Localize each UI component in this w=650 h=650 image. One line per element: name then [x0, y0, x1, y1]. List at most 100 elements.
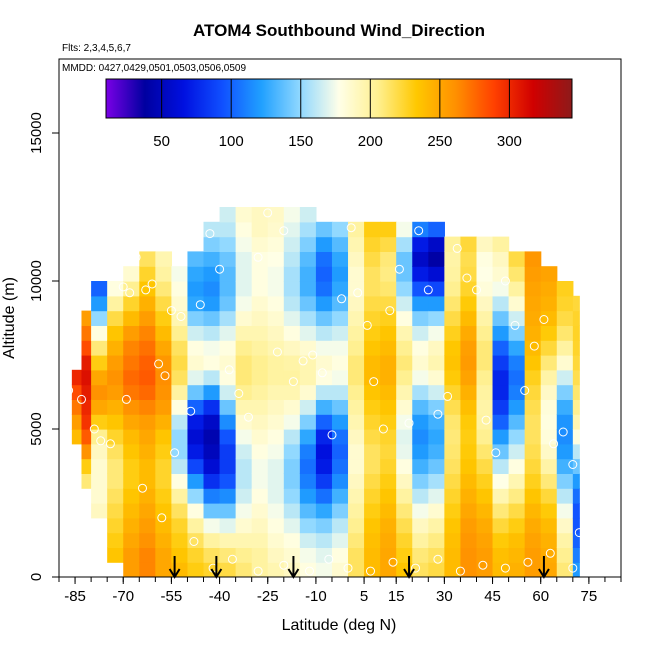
heatmap-cell [492, 251, 510, 267]
heatmap-cell [123, 340, 140, 356]
observation-point [227, 554, 237, 564]
observation-point [366, 566, 375, 576]
heatmap-cell [460, 384, 478, 400]
heatmap-cell [267, 414, 285, 430]
heatmap-cell [380, 503, 397, 519]
heatmap-cell [540, 295, 558, 312]
heatmap-cell [235, 369, 253, 386]
heatmap-cell [155, 562, 172, 577]
heatmap-cell [476, 532, 494, 548]
heatmap-cell [572, 532, 580, 548]
heatmap-cell [364, 340, 381, 356]
heatmap-cell [556, 517, 574, 534]
heatmap-cell [524, 310, 542, 326]
heatmap-cell [315, 458, 333, 474]
observation-point [491, 448, 501, 458]
heatmap-cell [267, 458, 285, 474]
heatmap-cell [299, 517, 317, 534]
heatmap-cell [348, 355, 365, 371]
heatmap-cell [412, 532, 429, 548]
heatmap-cell [331, 310, 349, 326]
observation-point [549, 439, 559, 449]
heatmap-cell [364, 221, 381, 238]
heatmap-cell [444, 488, 462, 504]
heatmap-cell [444, 295, 462, 312]
heatmap-cell [428, 221, 445, 238]
heatmap-cell [524, 414, 542, 430]
dates-label: MMDD: 0427,0429,0501,0503,0506,0509 [62, 63, 246, 74]
heatmap-cell [155, 532, 172, 548]
heatmap-cell [315, 236, 333, 252]
heatmap-cell [235, 236, 253, 252]
observation-point [433, 554, 443, 564]
heatmap-cell [235, 281, 253, 297]
observation-point [414, 226, 424, 236]
heatmap-cell [396, 369, 413, 386]
heatmap-cell [331, 281, 349, 297]
heatmap-cell [428, 266, 445, 282]
x-tick-label: -70 [112, 588, 134, 605]
heatmap-cell [412, 429, 429, 445]
heatmap-cell [331, 266, 349, 282]
heatmap-cell [171, 384, 189, 400]
heatmap-cell [171, 266, 189, 282]
heatmap-cell [508, 429, 526, 445]
observation-point [394, 264, 404, 274]
heatmap-cell [331, 355, 349, 371]
heatmap-cell [460, 251, 478, 267]
observation-points [64, 208, 584, 576]
observation-point [279, 560, 289, 570]
heatmap-cell [540, 443, 558, 460]
heatmap-cell [444, 369, 462, 386]
observation-point [462, 273, 472, 283]
heatmap-cell [187, 384, 205, 400]
heatmap-cell [251, 355, 269, 371]
heatmap-cell [540, 355, 558, 371]
heatmap-cell [380, 355, 397, 371]
heatmap-cell [428, 369, 445, 386]
heatmap-cell [187, 517, 205, 534]
observation-point [324, 554, 334, 564]
heatmap-cell [81, 399, 92, 415]
observation-point [89, 424, 99, 434]
heatmap-cell [556, 340, 574, 356]
observation-point [205, 229, 215, 239]
heatmap-cell [315, 281, 333, 297]
heatmap-cell [444, 281, 462, 297]
observation-point [478, 560, 488, 570]
heatmap-cell [267, 207, 285, 223]
heatmap-cell [540, 369, 558, 386]
heatmap-cell [235, 340, 253, 356]
observation-point [215, 264, 225, 274]
heatmap-cell [556, 399, 574, 415]
heatmap-cell [267, 221, 285, 238]
observation-point [157, 513, 167, 523]
heatmap-cell [540, 281, 558, 297]
heatmap-cell [81, 473, 92, 489]
heatmap-cell [187, 503, 205, 519]
heatmap-cell [203, 384, 221, 400]
heatmap-cell [299, 488, 317, 504]
heatmap-cell [187, 473, 205, 489]
x-axis: -85 -70 -55 -40 -25 -10 5 15 30 45 60 75 [58, 577, 622, 605]
heatmap-cell [331, 384, 349, 400]
heatmap-cell [139, 517, 156, 534]
heatmap-cell [219, 310, 237, 326]
heatmap-cell [187, 340, 205, 356]
observation-point [288, 377, 298, 387]
heatmap-cell [139, 340, 156, 356]
heatmap-cell [412, 369, 429, 386]
heatmap-cell [428, 384, 445, 400]
heatmap-cell [155, 414, 172, 430]
heatmap-cell [428, 473, 445, 489]
observation-point [121, 394, 131, 404]
heatmap-cell [71, 369, 83, 386]
heatmap-cell [219, 281, 237, 297]
y-axis: 0 5000 10000 15000 [28, 112, 59, 581]
heatmap-cell [203, 532, 221, 548]
heatmap-cell [476, 266, 494, 282]
heatmap-cell [396, 517, 413, 534]
heatmap-cell [476, 562, 494, 577]
heatmap-cell [123, 532, 140, 548]
heatmap-cell [171, 340, 189, 356]
